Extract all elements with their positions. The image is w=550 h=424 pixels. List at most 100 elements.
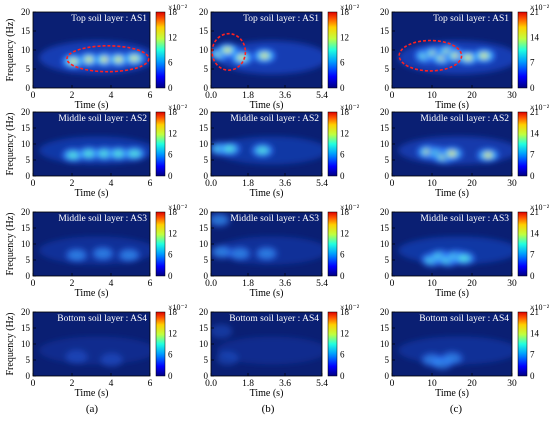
colorbar-tick-label: 21 bbox=[530, 107, 539, 117]
colorbar-tick-label: 14 bbox=[530, 32, 540, 42]
y-tick-label: 15 bbox=[199, 323, 209, 333]
colorbar-tick-label: 7 bbox=[530, 350, 535, 360]
panel-label: Middle soil layer : AS3 bbox=[230, 214, 319, 224]
colorbar-tick-label: 14 bbox=[530, 328, 540, 338]
x-tick-label: 6 bbox=[148, 179, 153, 189]
y-tick-label: 5 bbox=[204, 255, 209, 265]
colorbar-tick-label: 0 bbox=[340, 271, 345, 281]
colorbar-tick-label: 6 bbox=[168, 250, 173, 260]
panel-b-row3: Middle soil layer : AS3 0.0 1.8 3.6 5.4 Time … bbox=[199, 203, 360, 299]
panel-label: Middle soil layer : AS3 bbox=[58, 214, 147, 224]
x-tick-label: 1.8 bbox=[242, 379, 254, 389]
colorbar-tick-label: 12 bbox=[168, 228, 177, 238]
y-tick-label: 20 bbox=[380, 107, 390, 117]
x-tick-label: 1.8 bbox=[242, 91, 254, 101]
y-tick-label: 15 bbox=[21, 223, 31, 233]
colorbar bbox=[328, 112, 337, 176]
x-tick-label: 3.6 bbox=[279, 91, 291, 101]
x-axis-label: Time (s) bbox=[435, 100, 469, 111]
x-tick-label: 30 bbox=[507, 179, 517, 189]
y-tick-label: 20 bbox=[199, 207, 209, 217]
y-axis-label: Frequency (Hz) bbox=[5, 212, 16, 275]
panel-b-row2: Middle soil layer : AS2 0.0 1.8 3.6 5.4 Time … bbox=[199, 103, 360, 199]
x-tick-label: 6 bbox=[148, 279, 153, 289]
y-tick-label: 10 bbox=[199, 45, 209, 55]
panel-label: Bottom soil layer : AS4 bbox=[57, 314, 147, 324]
column-caption: (a) bbox=[86, 403, 99, 415]
y-tick-label: 0 bbox=[204, 83, 209, 93]
panel-b-row4: Bottom soil layer : AS4 0.0 1.8 3.6 5.4 Time … bbox=[199, 303, 360, 399]
x-axis-label: Time (s) bbox=[75, 288, 109, 299]
x-axis-label: Time (s) bbox=[435, 188, 469, 199]
x-tick-label: 2 bbox=[70, 379, 75, 389]
colorbar-tick-label: 12 bbox=[168, 32, 177, 42]
colorbar-exponent: ×10⁻² bbox=[168, 303, 188, 312]
y-tick-label: 20 bbox=[199, 107, 209, 117]
colorbar-tick-label: 0 bbox=[340, 83, 345, 93]
colorbar-exponent: ×10⁻² bbox=[340, 303, 360, 312]
colorbar-tick-label: 6 bbox=[340, 58, 345, 68]
x-tick-label: 5.4 bbox=[316, 179, 328, 189]
x-tick-label: 0 bbox=[31, 279, 36, 289]
colorbar bbox=[328, 312, 337, 376]
y-tick-label: 10 bbox=[380, 139, 390, 149]
y-tick-label: 10 bbox=[21, 239, 31, 249]
colorbar-tick-label: 0 bbox=[530, 371, 535, 381]
colorbar-tick-label: 7 bbox=[530, 58, 535, 68]
x-tick-label: 0.0 bbox=[205, 279, 217, 289]
x-tick-label: 10 bbox=[427, 179, 437, 189]
x-tick-label: 30 bbox=[507, 379, 517, 389]
x-axis-label: Time (s) bbox=[250, 288, 284, 299]
x-tick-label: 1.8 bbox=[242, 179, 254, 189]
panel-c-row4: Bottom soil layer : AS4 0 10 20 30 Time (s) 0 5… bbox=[380, 303, 550, 399]
x-tick-label: 0 bbox=[31, 179, 36, 189]
y-tick-label: 20 bbox=[199, 307, 209, 317]
colorbar-tick-label: 0 bbox=[340, 371, 345, 381]
colorbar bbox=[518, 112, 527, 176]
x-tick-label: 0 bbox=[390, 179, 395, 189]
x-tick-label: 5.4 bbox=[316, 91, 328, 101]
x-tick-label: 20 bbox=[467, 91, 477, 101]
colorbar-tick-label: 18 bbox=[340, 107, 350, 117]
x-tick-label: 4 bbox=[109, 379, 114, 389]
y-tick-label: 15 bbox=[199, 123, 209, 133]
colorbar-exponent: ×10⁻² bbox=[530, 3, 550, 12]
y-tick-label: 0 bbox=[26, 371, 31, 381]
x-tick-label: 6 bbox=[148, 91, 153, 101]
highlight-ellipse bbox=[398, 39, 463, 72]
x-tick-label: 0 bbox=[31, 91, 36, 101]
panel-label: Top soil layer : AS1 bbox=[243, 14, 319, 24]
y-tick-label: 10 bbox=[199, 139, 209, 149]
x-axis-label: Time (s) bbox=[435, 388, 469, 399]
colorbar-tick-label: 12 bbox=[340, 32, 349, 42]
panel-c-row1: Top soil layer : AS1 0 10 20 30 Time (s) 0 5 10 1… bbox=[380, 3, 550, 111]
colorbar-exponent: ×10⁻² bbox=[340, 3, 360, 12]
energy-peak bbox=[216, 351, 239, 366]
colorbar-tick-label: 7 bbox=[530, 250, 535, 260]
colorbar-tick-label: 0 bbox=[340, 171, 345, 181]
panel-label: Top soil layer : AS1 bbox=[71, 14, 147, 24]
x-tick-label: 10 bbox=[427, 91, 437, 101]
colorbar-tick-label: 21 bbox=[530, 7, 539, 17]
colorbar bbox=[156, 112, 165, 176]
y-tick-label: 15 bbox=[380, 323, 390, 333]
colorbar-tick-label: 18 bbox=[168, 207, 178, 217]
colorbar-exponent: ×10⁻² bbox=[530, 303, 550, 312]
panel-c-row3: Middle soil layer : AS3 0 10 20 30 Time (s) 0 5… bbox=[380, 203, 550, 299]
y-tick-label: 5 bbox=[26, 355, 31, 365]
y-tick-label: 5 bbox=[204, 155, 209, 165]
y-tick-label: 5 bbox=[26, 155, 31, 165]
panel-a-row3: Middle soil layer : AS3 0 2 4 6 Time (s) 0 5 10 1… bbox=[5, 203, 188, 299]
colorbar-tick-label: 6 bbox=[168, 350, 173, 360]
x-tick-label: 4 bbox=[109, 279, 114, 289]
y-tick-label: 15 bbox=[199, 223, 209, 233]
x-axis-label: Time (s) bbox=[250, 388, 284, 399]
colorbar-tick-label: 12 bbox=[168, 128, 177, 138]
x-tick-label: 30 bbox=[507, 91, 517, 101]
colorbar-tick-label: 0 bbox=[168, 371, 173, 381]
colorbar bbox=[328, 212, 337, 276]
colorbar bbox=[518, 312, 527, 376]
x-tick-label: 10 bbox=[427, 379, 437, 389]
colorbar-tick-label: 6 bbox=[168, 150, 173, 160]
y-axis-label: Frequency (Hz) bbox=[5, 18, 16, 81]
